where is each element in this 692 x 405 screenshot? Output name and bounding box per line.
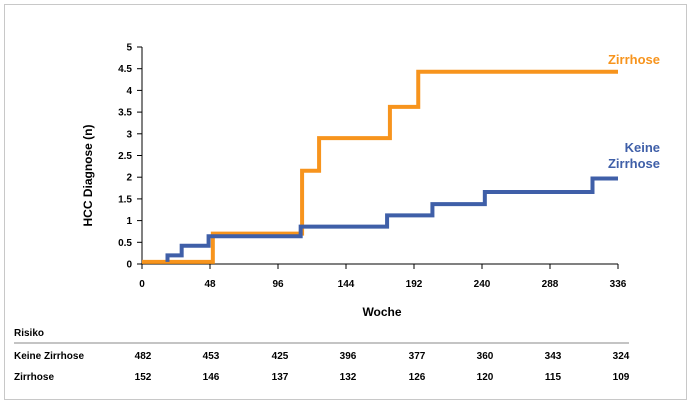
x-tick-label: 48 (204, 279, 216, 290)
series-line-keine-zirrhose (165, 176, 618, 262)
risk-cell: 482 (135, 351, 152, 362)
x-tick-label: 96 (272, 279, 284, 290)
y-tick-label: 0.5 (118, 238, 132, 249)
y-tick-label: 1.5 (118, 194, 132, 205)
risk-cell: 132 (340, 372, 357, 383)
y-tick-label: 2.5 (118, 151, 132, 162)
y-tick-label: 5 (126, 43, 132, 54)
risk-cell: 360 (477, 351, 494, 362)
risk-cell: 137 (272, 372, 289, 383)
x-tick-label: 192 (406, 279, 423, 290)
risk-cell: 453 (203, 351, 220, 362)
risk-cell: 109 (613, 372, 630, 383)
x-tick-label: 0 (139, 279, 145, 290)
risk-cell: 377 (409, 351, 426, 362)
y-axis-title: HCC Diagnose (n) (81, 124, 95, 226)
risk-cell: 126 (409, 372, 426, 383)
y-tick-label: 3 (126, 129, 132, 140)
y-tick-label: 4 (126, 86, 132, 97)
x-tick-label: 336 (610, 279, 627, 290)
risk-row-label: Keine Zirrhose (14, 351, 84, 362)
risk-row-label: Zirrhose (14, 372, 54, 383)
y-tick-label: 4.5 (118, 64, 132, 75)
risk-table: Risiko Keine Zirrhose 482 453 425 396 377 360 34… (14, 328, 630, 383)
risk-cell: 343 (545, 351, 562, 362)
risk-cell: 115 (545, 372, 562, 383)
risk-cell: 120 (477, 372, 494, 383)
x-tick-label: 144 (338, 279, 355, 290)
risk-table-title: Risiko (14, 328, 44, 339)
axes: 0 0.5 1 1.5 2 2.5 3 3.5 4 4.5 5 0 48 96 144 192 240 288 33… (81, 43, 627, 320)
legend-keine-zirrhose-line2: Zirrhose (608, 156, 660, 171)
series-line-zirrhose (142, 69, 618, 264)
y-tick-label: 1 (126, 216, 132, 227)
legend-keine-zirrhose-line1: Keine (625, 140, 660, 155)
y-tick-label: 2 (126, 173, 132, 184)
y-tick-label: 3.5 (118, 108, 132, 119)
y-tick-label: 0 (126, 260, 132, 271)
risk-cell: 324 (613, 351, 630, 362)
x-tick-label: 288 (542, 279, 559, 290)
risk-cell: 146 (203, 372, 220, 383)
x-tick-label: 240 (474, 279, 491, 290)
risk-cell: 396 (340, 351, 357, 362)
x-axis-title: Woche (362, 305, 401, 319)
legend-zirrhose: Zirrhose (608, 52, 660, 67)
risk-cell: 152 (135, 372, 152, 383)
risk-cell: 425 (272, 351, 289, 362)
series-layer (142, 69, 618, 264)
